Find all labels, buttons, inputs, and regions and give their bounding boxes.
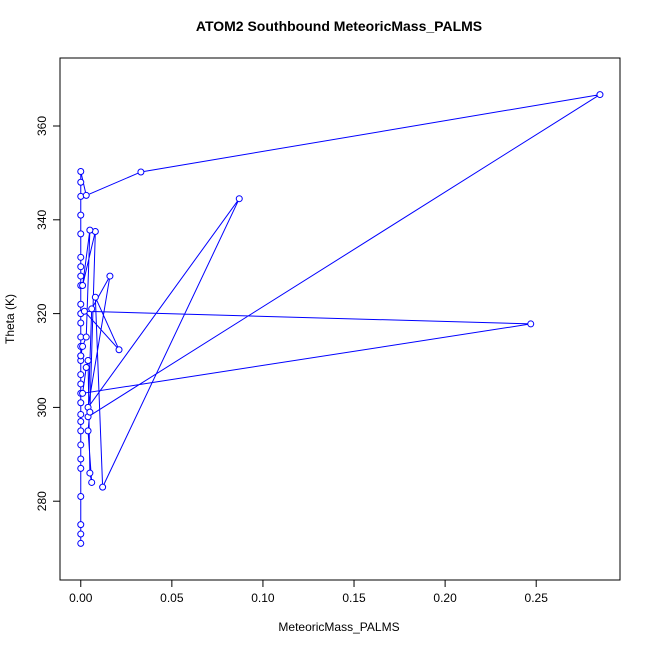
- x-axis-label: MeteoricMass_PALMS: [278, 620, 399, 634]
- y-tick-label: 340: [35, 209, 49, 229]
- data-point: [79, 342, 87, 350]
- data-point: [77, 410, 85, 418]
- data-point: [77, 253, 85, 261]
- chart-title: ATOM2 Southbound MeteoricMass_PALMS: [196, 18, 482, 34]
- data-point: [79, 281, 87, 289]
- data-point: [77, 272, 85, 280]
- data-point: [106, 272, 114, 280]
- data-point: [82, 191, 90, 199]
- data-point: [86, 469, 94, 477]
- data-point: [77, 539, 85, 547]
- data-point: [88, 305, 96, 313]
- data-point: [77, 300, 85, 308]
- data-point: [77, 230, 85, 238]
- data-point: [77, 211, 85, 219]
- y-tick-label: 320: [35, 303, 49, 323]
- data-point: [77, 521, 85, 529]
- data-point: [80, 307, 88, 315]
- x-tick-label: 0.15: [342, 591, 366, 605]
- x-tick-label: 0.10: [251, 591, 275, 605]
- data-point: [77, 441, 85, 449]
- data-point: [88, 478, 96, 486]
- y-axis-label: Theta (K): [3, 294, 17, 344]
- data-point: [77, 263, 85, 271]
- data-point: [84, 427, 92, 435]
- data-point: [235, 195, 243, 203]
- data-point: [86, 408, 94, 416]
- data-point: [77, 417, 85, 425]
- data-point: [91, 293, 99, 301]
- series-line: [80, 94, 601, 544]
- data-point: [77, 530, 85, 538]
- x-tick-label: 0.25: [525, 591, 549, 605]
- x-tick-label: 0.05: [160, 591, 184, 605]
- data-point: [77, 399, 85, 407]
- data-point: [77, 167, 85, 175]
- data-point: [137, 168, 145, 176]
- data-point: [77, 352, 85, 360]
- data-point: [77, 493, 85, 501]
- data-point: [86, 226, 94, 234]
- x-tick-label: 0.20: [433, 591, 457, 605]
- data-point: [79, 389, 87, 397]
- data-point: [77, 464, 85, 472]
- data-point: [77, 427, 85, 435]
- data-point: [77, 319, 85, 327]
- data-point: [77, 455, 85, 463]
- data-point: [82, 364, 90, 372]
- data-point: [115, 346, 123, 354]
- data-point: [527, 320, 535, 328]
- y-tick-label: 360: [35, 116, 49, 136]
- y-tick-label: 280: [35, 491, 49, 511]
- x-tick-label: 0.00: [69, 591, 93, 605]
- y-tick-label: 300: [35, 397, 49, 417]
- data-point: [84, 357, 92, 365]
- data-point: [82, 333, 90, 341]
- data-point: [77, 371, 85, 379]
- data-point: [99, 483, 107, 491]
- data-point: [596, 91, 604, 99]
- data-point: [77, 380, 85, 388]
- data-point: [77, 178, 85, 186]
